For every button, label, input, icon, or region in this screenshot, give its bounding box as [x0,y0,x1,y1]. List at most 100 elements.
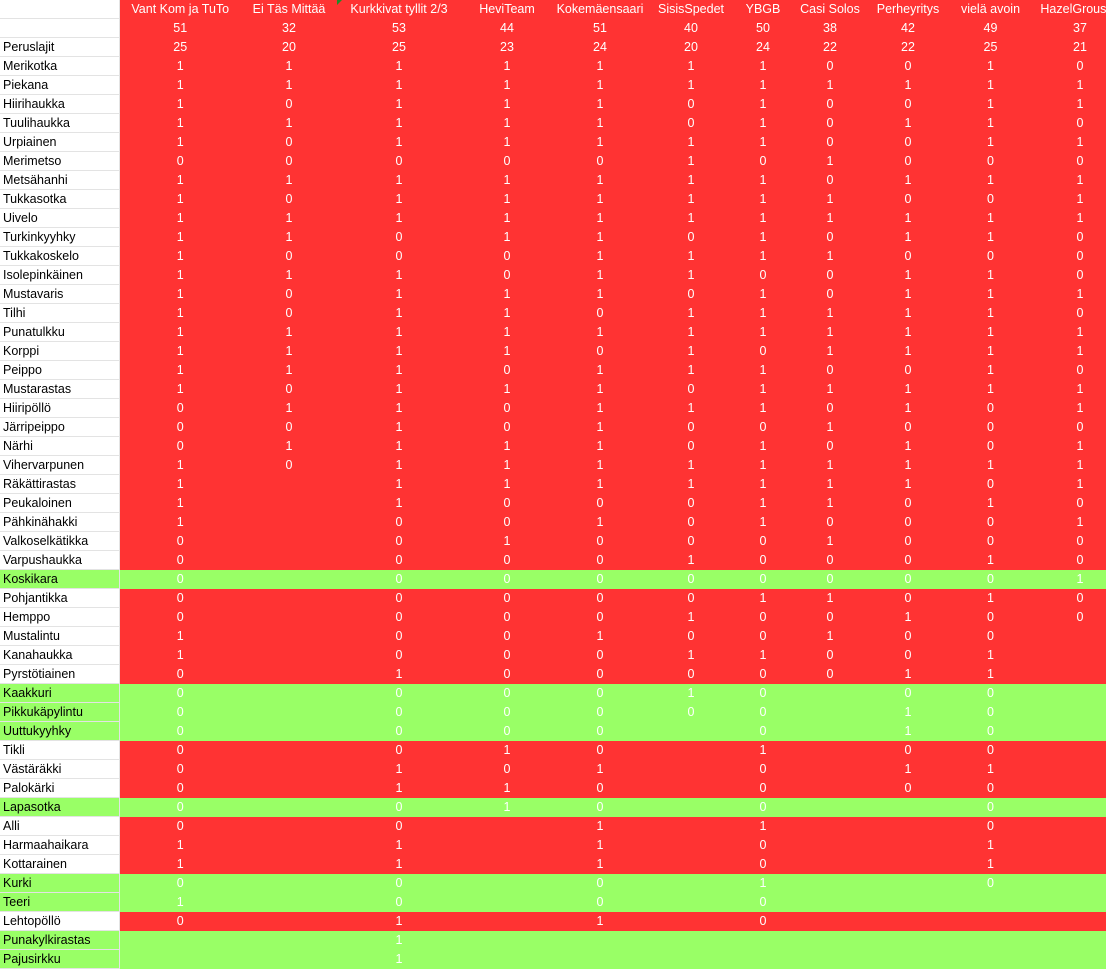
value-cell[interactable]: 0 [869,588,947,608]
value-cell[interactable]: 0 [553,303,647,323]
value-cell[interactable]: 1 [735,588,791,608]
value-cell[interactable] [241,740,337,760]
value-cell[interactable]: 0 [119,759,241,779]
value-cell[interactable]: 0 [947,816,1034,836]
value-cell[interactable] [241,835,337,855]
value-cell[interactable]: 1 [869,436,947,456]
value-cell[interactable] [791,721,869,741]
value-cell[interactable]: 1 [947,759,1034,779]
value-cell[interactable]: 1 [1034,569,1106,589]
value-cell[interactable] [1034,892,1106,912]
value-cell[interactable] [461,949,553,969]
value-cell[interactable]: 1 [337,436,461,456]
value-cell[interactable]: 0 [735,626,791,646]
value-cell[interactable] [1034,816,1106,836]
value-cell[interactable]: 0 [553,664,647,684]
value-cell[interactable]: 1 [553,227,647,247]
value-cell[interactable] [791,702,869,722]
value-cell[interactable]: 1 [735,455,791,475]
value-cell[interactable]: 1 [647,151,735,171]
value-cell[interactable]: 1 [337,113,461,133]
value-cell[interactable]: 1 [947,170,1034,190]
value-cell[interactable] [647,854,735,874]
value-cell[interactable]: 0 [337,626,461,646]
value-cell[interactable] [791,911,869,931]
value-cell[interactable]: 0 [241,455,337,475]
value-cell[interactable]: 1 [337,493,461,513]
species-name-cell[interactable]: Varpushaukka [0,550,120,570]
value-cell[interactable]: 1 [647,607,735,627]
value-cell[interactable]: 1 [869,664,947,684]
value-cell[interactable]: 1 [119,303,241,323]
value-cell[interactable] [1034,835,1106,855]
value-cell[interactable]: 0 [1034,246,1106,266]
value-cell[interactable]: 0 [337,588,461,608]
value-cell[interactable]: 0 [791,550,869,570]
value-cell[interactable]: 1 [553,398,647,418]
value-cell[interactable]: 1 [947,341,1034,361]
species-name-cell[interactable]: Merikotka [0,56,120,76]
value-cell[interactable]: 1 [337,778,461,798]
value-cell[interactable]: 0 [241,189,337,209]
species-name-cell[interactable]: Pohjantikka [0,588,120,608]
value-cell[interactable] [1034,702,1106,722]
value-cell[interactable]: 0 [735,911,791,931]
team-name-cell[interactable]: HeviTeam [461,0,553,19]
value-cell[interactable]: 0 [553,341,647,361]
value-cell[interactable]: 0 [735,778,791,798]
value-cell[interactable] [1034,911,1106,931]
value-cell[interactable]: 1 [947,645,1034,665]
value-cell[interactable]: 0 [947,417,1034,437]
value-cell[interactable]: 0 [337,683,461,703]
species-name-cell[interactable]: Valkoselkätikka [0,531,120,551]
value-cell[interactable]: 0 [1034,493,1106,513]
value-cell[interactable]: 1 [553,759,647,779]
value-cell[interactable]: 1 [119,170,241,190]
value-cell[interactable] [791,740,869,760]
value-cell[interactable]: 0 [119,721,241,741]
value-cell[interactable]: 1 [119,189,241,209]
value-cell[interactable]: 0 [947,797,1034,817]
value-cell[interactable] [869,892,947,912]
value-cell[interactable]: 1 [735,512,791,532]
total-cell[interactable]: 37 [1034,18,1106,38]
value-cell[interactable]: 1 [869,227,947,247]
value-cell[interactable]: 1 [735,113,791,133]
total-cell[interactable]: 38 [791,18,869,38]
value-cell[interactable] [461,816,553,836]
value-cell[interactable]: 0 [461,645,553,665]
value-cell[interactable]: 0 [337,531,461,551]
value-cell[interactable]: 1 [337,474,461,494]
value-cell[interactable]: 0 [869,56,947,76]
value-cell[interactable]: 1 [553,246,647,266]
value-cell[interactable]: 0 [461,417,553,437]
value-cell[interactable]: 0 [119,702,241,722]
team-name-cell[interactable]: vielä avoin [947,0,1034,19]
species-name-cell[interactable]: Närhi [0,436,120,456]
value-cell[interactable]: 1 [947,284,1034,304]
value-cell[interactable]: 0 [791,94,869,114]
value-cell[interactable]: 1 [735,170,791,190]
value-cell[interactable]: 0 [735,683,791,703]
value-cell[interactable] [119,949,241,969]
value-cell[interactable]: 0 [647,379,735,399]
value-cell[interactable]: 0 [337,892,461,912]
value-cell[interactable] [241,759,337,779]
value-cell[interactable]: 0 [337,816,461,836]
value-cell[interactable]: 0 [947,683,1034,703]
value-cell[interactable]: 1 [241,113,337,133]
value-cell[interactable]: 1 [337,854,461,874]
value-cell[interactable] [241,683,337,703]
value-cell[interactable]: 1 [791,531,869,551]
species-name-cell[interactable]: Alli [0,816,120,836]
species-name-cell[interactable]: Peukaloinen [0,493,120,513]
value-cell[interactable]: 1 [119,493,241,513]
value-cell[interactable]: 0 [869,531,947,551]
value-cell[interactable] [869,949,947,969]
team-name-cell[interactable]: Vant Kom ja TuTo [119,0,241,19]
value-cell[interactable]: 0 [241,132,337,152]
species-name-cell[interactable]: Kottarainen [0,854,120,874]
value-cell[interactable] [647,759,735,779]
value-cell[interactable]: 0 [337,569,461,589]
value-cell[interactable]: 1 [647,322,735,342]
